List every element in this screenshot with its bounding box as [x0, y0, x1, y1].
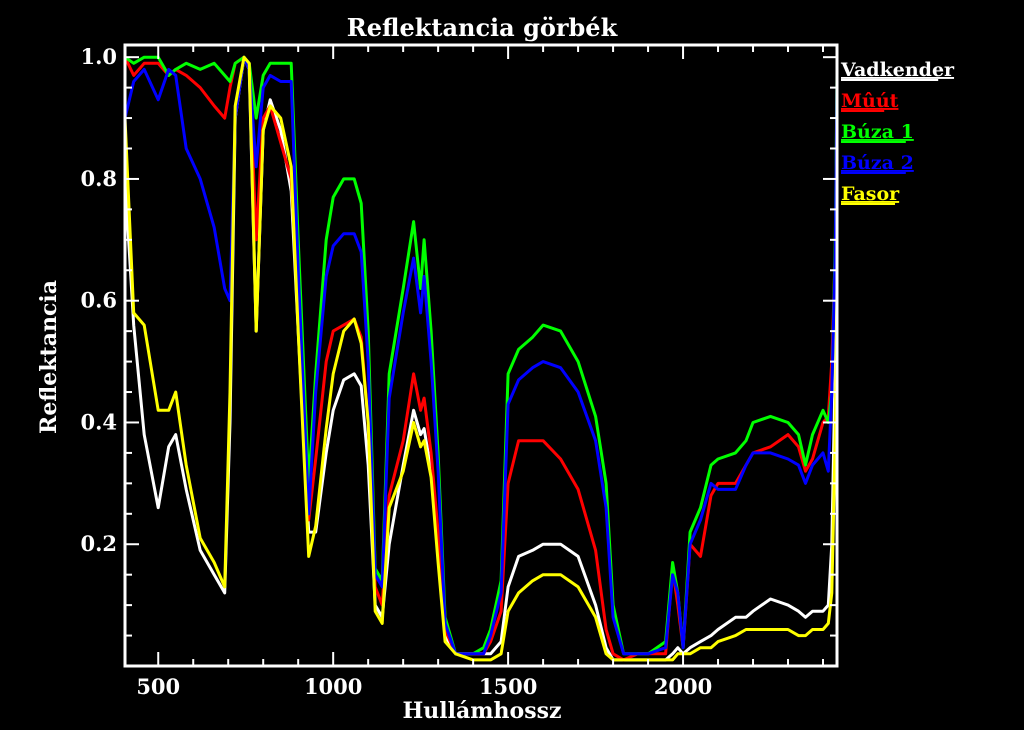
- x-tick-label: 1500: [479, 674, 537, 699]
- chart-title: Reflektancia görbék: [347, 13, 619, 42]
- legend-entry-3: Búza 1: [841, 121, 914, 143]
- x-tick-label: 2000: [654, 674, 712, 699]
- y-tick-label: 1.0: [80, 44, 117, 69]
- series-line-4: [123, 55, 839, 656]
- y-tick-label: 0.4: [80, 409, 117, 434]
- series-line-5: [123, 55, 839, 662]
- y-axis-label: Reflektancia: [36, 280, 62, 434]
- legend-entry-2: Mûút: [841, 90, 899, 112]
- y-tick-label: 0.6: [80, 288, 117, 313]
- x-tick-label: 1000: [304, 674, 362, 699]
- x-axis-label: Hullámhossz: [403, 698, 562, 724]
- legend-entry-1: Vadkender: [840, 59, 955, 81]
- y-tick-label: 0.2: [80, 531, 117, 556]
- series-lines: [123, 55, 839, 662]
- legend-entry-4: Búza 2: [841, 152, 914, 174]
- x-tick-label: 500: [136, 674, 180, 699]
- plot-frame: [123, 43, 839, 668]
- y-tick-label: 0.8: [80, 166, 117, 191]
- legend-entry-5: Fasor: [841, 183, 900, 205]
- axes: 500 1000 1500 2000 0.2 0.4 0.6 0.8 1.0: [80, 43, 839, 699]
- legend: Vadkender Mûút Búza 1 Búza 2 Fasor: [840, 59, 955, 205]
